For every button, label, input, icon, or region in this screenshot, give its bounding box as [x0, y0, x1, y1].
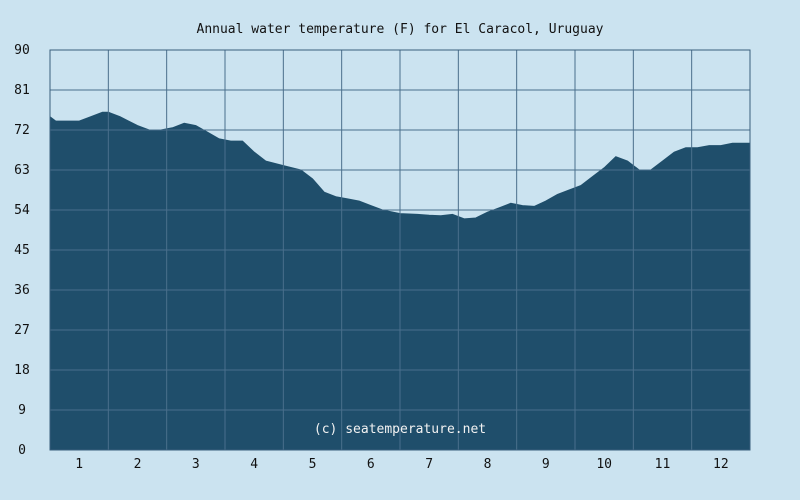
x-tick-label: 8: [484, 457, 492, 472]
y-tick-label: 63: [14, 163, 30, 178]
y-tick-label: 45: [14, 243, 30, 258]
y-tick-label: 18: [14, 363, 30, 378]
x-tick-label: 12: [713, 457, 729, 472]
y-tick-label: 0: [18, 443, 26, 458]
chart-title: Annual water temperature (F) for El Cara…: [197, 22, 604, 37]
y-tick-label: 54: [14, 203, 30, 218]
watermark: (c) seatemperature.net: [314, 422, 486, 437]
y-tick-label: 90: [14, 43, 30, 58]
x-tick-label: 7: [425, 457, 433, 472]
x-tick-label: 11: [655, 457, 671, 472]
x-tick-label: 6: [367, 457, 375, 472]
y-tick-label: 72: [14, 123, 30, 138]
y-tick-label: 36: [14, 283, 30, 298]
x-tick-label: 5: [309, 457, 317, 472]
y-tick-label: 27: [14, 323, 30, 338]
plot-frame: [49, 49, 751, 451]
x-tick-label: 3: [192, 457, 200, 472]
y-tick-label: 81: [14, 83, 30, 98]
y-tick-label: 9: [18, 403, 26, 418]
x-tick-label: 10: [596, 457, 612, 472]
x-tick-label: 2: [134, 457, 142, 472]
x-tick-label: 9: [542, 457, 550, 472]
x-tick-label: 4: [250, 457, 258, 472]
grid-layer: [49, 49, 751, 451]
x-tick-label: 1: [75, 457, 83, 472]
